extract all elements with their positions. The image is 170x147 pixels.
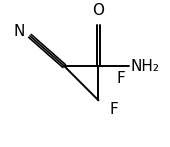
Text: O: O [92,3,105,18]
Text: N: N [13,24,24,39]
Text: F: F [109,102,118,117]
Text: F: F [116,71,125,86]
Text: NH₂: NH₂ [130,59,159,74]
